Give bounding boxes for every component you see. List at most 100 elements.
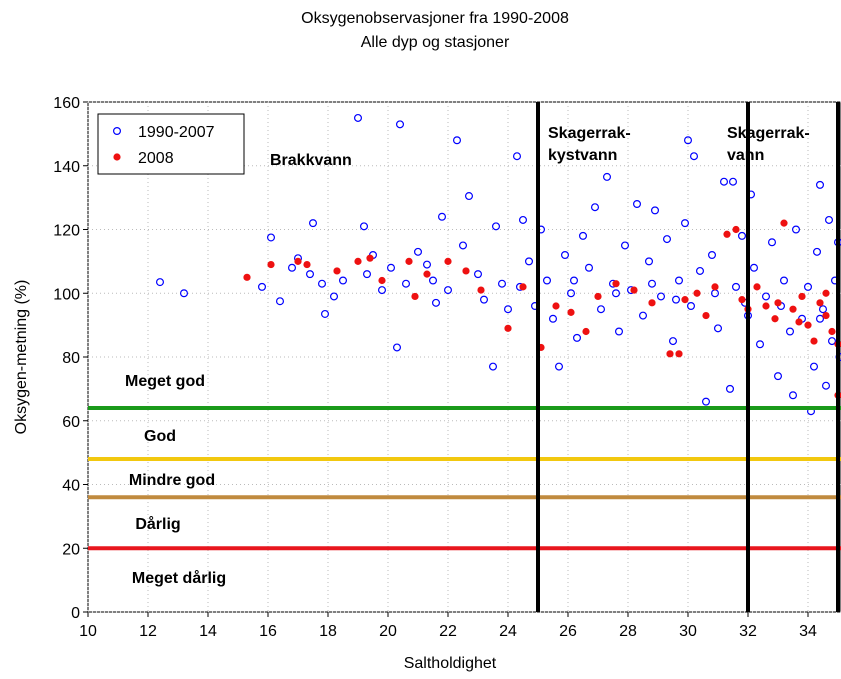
- point: [405, 257, 413, 265]
- point: [798, 292, 806, 301]
- point: [498, 279, 507, 288]
- point: [489, 362, 498, 371]
- point: [548, 314, 557, 323]
- point: [723, 230, 731, 238]
- point: [683, 136, 692, 145]
- legend-marker: [113, 153, 121, 161]
- point: [378, 276, 386, 285]
- point: [789, 305, 797, 313]
- point: [492, 222, 501, 231]
- point: [267, 260, 275, 269]
- point: [620, 241, 629, 250]
- point: [378, 286, 387, 295]
- point: [666, 350, 674, 358]
- point: [731, 282, 740, 291]
- y-tick-label: 120: [53, 223, 80, 240]
- x-tick-label: 32: [739, 623, 757, 640]
- point: [719, 177, 728, 186]
- zone-label: Skagerrak-: [548, 125, 631, 142]
- legend-label: 2008: [138, 150, 174, 167]
- x-tick-label: 22: [439, 623, 457, 640]
- point: [612, 280, 620, 288]
- point: [584, 263, 593, 272]
- chart-title: Oksygenobservasjoner fra 1990-2008: [301, 10, 569, 27]
- point: [647, 279, 656, 288]
- y-tick-label: 160: [53, 95, 80, 112]
- point: [566, 289, 575, 298]
- x-tick-label: 12: [139, 623, 157, 640]
- point: [638, 311, 647, 320]
- point: [554, 362, 563, 371]
- y-tick-label: 80: [62, 350, 80, 367]
- x-axis-label: Saltholdighet: [404, 655, 497, 672]
- point: [602, 172, 611, 181]
- point: [827, 337, 836, 346]
- zone-label: vann: [727, 147, 764, 164]
- point: [644, 257, 653, 266]
- legend-marker: [112, 126, 121, 135]
- point: [812, 247, 821, 256]
- point: [402, 279, 411, 288]
- point: [795, 318, 803, 326]
- point: [578, 231, 587, 240]
- point: [656, 292, 665, 301]
- point: [816, 299, 824, 307]
- point: [594, 292, 602, 301]
- point: [725, 384, 734, 393]
- point: [474, 270, 483, 279]
- point: [648, 299, 656, 307]
- point: [803, 282, 812, 291]
- x-tick-label: 20: [379, 623, 397, 640]
- point: [686, 302, 695, 311]
- point: [713, 324, 722, 333]
- point: [572, 333, 581, 342]
- point: [480, 295, 489, 304]
- point: [702, 311, 710, 320]
- point: [396, 120, 405, 129]
- point: [339, 276, 348, 285]
- point: [809, 362, 818, 371]
- point: [738, 296, 746, 304]
- point: [477, 286, 485, 294]
- point: [393, 343, 402, 352]
- point: [650, 206, 659, 215]
- zone-label: kystvann: [548, 147, 617, 164]
- point: [596, 305, 605, 314]
- point: [675, 350, 683, 358]
- point: [582, 327, 590, 336]
- point: [432, 298, 441, 307]
- point: [788, 391, 797, 400]
- point: [267, 233, 276, 242]
- zone-label: Skagerrak-: [727, 125, 810, 142]
- point: [459, 241, 468, 250]
- point: [828, 327, 836, 336]
- class-label: Meget god: [125, 373, 205, 390]
- point: [465, 192, 474, 201]
- point: [567, 308, 575, 316]
- point: [330, 292, 339, 301]
- point: [671, 295, 680, 304]
- point: [674, 276, 683, 285]
- x-tick-label: 34: [799, 623, 817, 640]
- point: [560, 251, 569, 260]
- point: [822, 311, 830, 320]
- point: [444, 257, 452, 265]
- zone-label: Brakkvann: [270, 152, 352, 169]
- chart-subtitle: Alle dyp og stasjoner: [361, 34, 510, 51]
- class-label: Mindre god: [129, 472, 215, 489]
- y-axis-label: Oksygen-metning (%): [13, 280, 30, 435]
- point: [462, 267, 470, 275]
- point: [680, 219, 689, 228]
- point: [614, 327, 623, 336]
- class-label: Dårlig: [135, 515, 180, 533]
- point: [366, 254, 374, 262]
- point: [590, 203, 599, 212]
- point: [815, 180, 824, 189]
- point: [774, 299, 782, 307]
- point: [387, 263, 396, 272]
- point: [524, 257, 533, 266]
- point: [728, 177, 737, 186]
- point: [693, 289, 701, 297]
- point: [632, 200, 641, 209]
